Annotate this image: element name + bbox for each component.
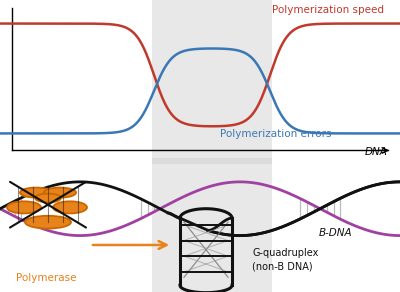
Text: Polymerization errors: Polymerization errors <box>220 129 332 139</box>
Bar <box>152 158 272 292</box>
Text: Polymerase: Polymerase <box>16 273 76 283</box>
Text: Polymerization speed: Polymerization speed <box>272 5 384 15</box>
Ellipse shape <box>7 201 41 213</box>
Ellipse shape <box>35 194 61 202</box>
Ellipse shape <box>25 216 71 229</box>
Ellipse shape <box>53 201 87 213</box>
Bar <box>152 0 272 164</box>
Ellipse shape <box>20 187 52 198</box>
Text: G-quadruplex
(non-B DNA): G-quadruplex (non-B DNA) <box>252 248 318 271</box>
Ellipse shape <box>44 187 76 198</box>
Text: DNA: DNA <box>365 147 388 157</box>
Text: B-DNA: B-DNA <box>319 227 353 237</box>
